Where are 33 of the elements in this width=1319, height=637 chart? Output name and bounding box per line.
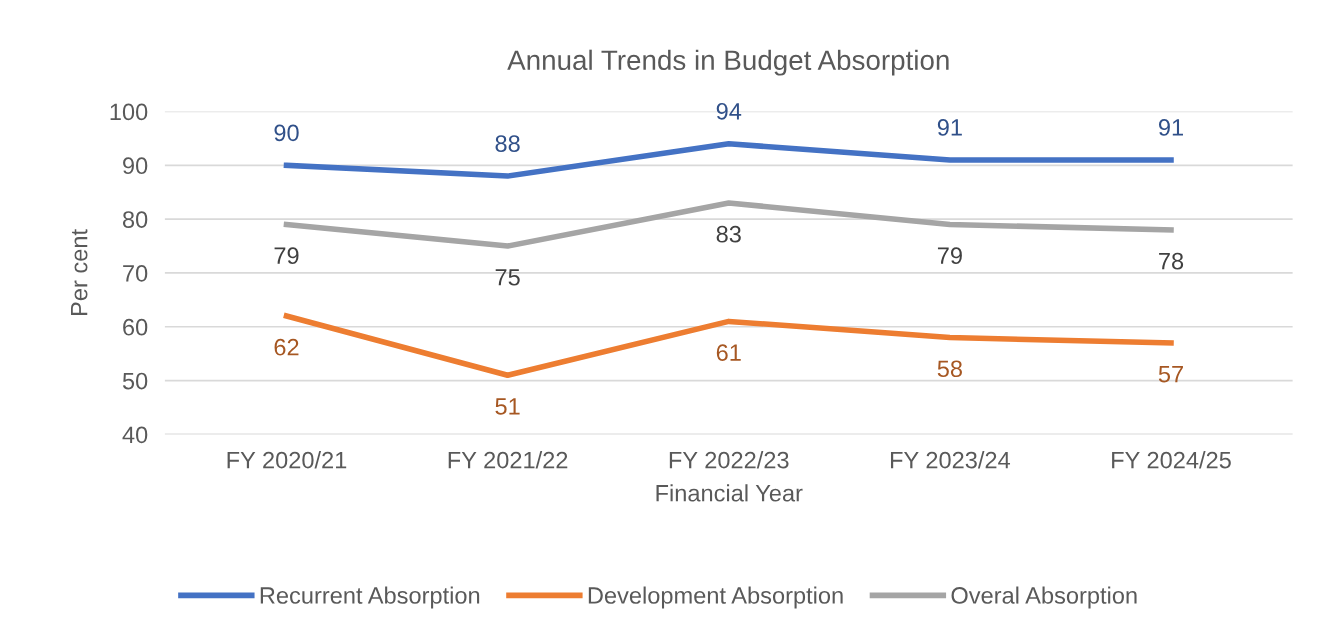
data-label: 62 bbox=[274, 338, 299, 356]
data-label: 51 bbox=[495, 398, 520, 415]
y-tick-label: 70 bbox=[123, 265, 148, 282]
data-label: 79 bbox=[937, 247, 962, 265]
data-label: 91 bbox=[937, 119, 962, 136]
x-tick-label: FY 2020/21 bbox=[227, 451, 347, 469]
y-tick-label: 40 bbox=[122, 426, 148, 444]
legend-label: Development Absorption bbox=[588, 586, 843, 609]
legend-label: Recurrent Absorption bbox=[260, 586, 480, 609]
y-tick-label: 100 bbox=[110, 103, 148, 121]
x-tick-label: FY 2022/23 bbox=[669, 451, 789, 469]
data-label: 58 bbox=[937, 360, 962, 378]
data-label: 57 bbox=[1158, 366, 1183, 383]
data-label: 79 bbox=[274, 247, 299, 265]
data-label: 75 bbox=[495, 269, 520, 286]
legend-label: Overal Absorption bbox=[951, 586, 1137, 609]
data-label: 91 bbox=[1158, 119, 1183, 136]
x-tick-label: FY 2023/24 bbox=[890, 451, 1011, 469]
data-label: 78 bbox=[1159, 252, 1184, 270]
y-tick-label: 60 bbox=[123, 318, 148, 336]
y-tick-label: 80 bbox=[122, 211, 148, 228]
y-axis-title: Per cent bbox=[71, 229, 88, 315]
data-label: 94 bbox=[716, 102, 742, 120]
chart-title: Annual Trends in Budget Absorption bbox=[507, 49, 949, 76]
x-axis-title: Financial Year bbox=[656, 484, 803, 502]
data-label: 61 bbox=[716, 344, 741, 361]
y-tick-label: 90 bbox=[123, 157, 148, 175]
data-label: 83 bbox=[716, 225, 741, 243]
data-label: 90 bbox=[274, 124, 299, 142]
x-tick-label: FY 2024/25 bbox=[1112, 451, 1231, 469]
x-tick-label: FY 2021/22 bbox=[448, 451, 568, 469]
y-tick-label: 50 bbox=[122, 372, 148, 390]
data-label: 88 bbox=[495, 135, 520, 152]
